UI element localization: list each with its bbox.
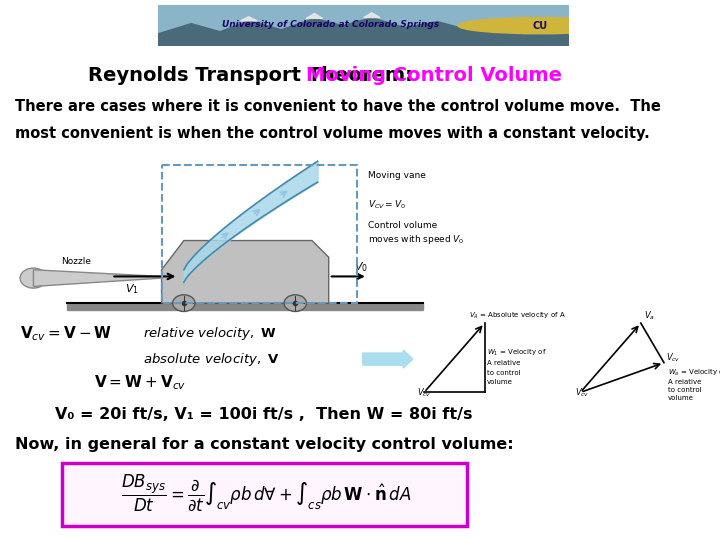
Polygon shape [306, 14, 323, 18]
Text: $W_1$ = Velocity of: $W_1$ = Velocity of [487, 348, 546, 358]
Text: $V_{cv}$: $V_{cv}$ [417, 387, 431, 399]
Polygon shape [364, 12, 380, 17]
Text: There are cases where it is convenient to have the control volume move.  The: There are cases where it is convenient t… [15, 99, 661, 114]
Text: $\mathit{absolute\ velocity,}\ \mathbf{V}$: $\mathit{absolute\ velocity,}\ \mathbf{V… [143, 351, 279, 368]
Text: Now, in general for a constant velocity control volume:: Now, in general for a constant velocity … [15, 437, 513, 451]
Circle shape [20, 268, 47, 288]
Text: $V_1$: $V_1$ [125, 282, 138, 296]
Text: $\dfrac{DB_{sys}}{Dt} = \dfrac{\partial}{\partial t}\int_{cv} \rho b\, d\forall : $\dfrac{DB_{sys}}{Dt} = \dfrac{\partial}… [121, 472, 412, 513]
FancyArrow shape [363, 350, 413, 368]
Text: CU: CU [533, 21, 548, 31]
Text: A relative: A relative [487, 360, 520, 366]
Polygon shape [240, 17, 257, 21]
Text: $V_{cv}$: $V_{cv}$ [666, 352, 680, 364]
Polygon shape [33, 270, 161, 286]
Text: Reynolds Transport Theorem:: Reynolds Transport Theorem: [88, 66, 420, 85]
Text: Moving vane: Moving vane [368, 171, 426, 180]
Text: Control volume: Control volume [368, 221, 437, 230]
Text: Reynolds Transport Theorem: Moving Control Volume: Reynolds Transport Theorem: Moving Contr… [360, 81, 398, 82]
Circle shape [458, 17, 622, 33]
Circle shape [284, 295, 307, 312]
Text: Nozzle: Nozzle [60, 257, 91, 266]
Text: $V_A$ = Absolute velocity of A: $V_A$ = Absolute velocity of A [469, 311, 566, 321]
Text: volume: volume [487, 380, 513, 386]
Polygon shape [161, 240, 329, 303]
Text: A relative: A relative [668, 380, 701, 386]
Text: $V_a$: $V_a$ [644, 309, 654, 322]
FancyBboxPatch shape [62, 463, 467, 526]
Text: volume: volume [668, 395, 694, 401]
Circle shape [173, 295, 195, 312]
Text: $V_0$: $V_0$ [354, 261, 369, 274]
Text: $V_{cv}$: $V_{cv}$ [575, 387, 590, 399]
Text: most convenient is when the control volume moves with a constant velocity.: most convenient is when the control volu… [15, 126, 649, 141]
Text: to control: to control [487, 369, 521, 376]
Text: moves with speed $V_0$: moves with speed $V_0$ [368, 233, 464, 246]
Text: University of Colorado at Colorado Springs: University of Colorado at Colorado Sprin… [222, 21, 439, 29]
Text: $\mathbf{V}_{cv} = \mathbf{V} - \mathbf{W}$: $\mathbf{V}_{cv} = \mathbf{V} - \mathbf{… [19, 324, 112, 343]
Text: $\mathit{relative\ velocity,}\ \mathbf{W}$: $\mathit{relative\ velocity,}\ \mathbf{W… [143, 325, 276, 342]
Text: $V_{CV} = V_0$: $V_{CV} = V_0$ [368, 198, 405, 211]
Text: $\mathbf{V} = \mathbf{W} + \mathbf{V}_{cv}$: $\mathbf{V} = \mathbf{W} + \mathbf{V}_{c… [94, 373, 186, 392]
Bar [67, 303, 423, 310]
Text: to control: to control [668, 387, 702, 394]
Polygon shape [158, 17, 569, 46]
Text: $W_a$ = Velocity of: $W_a$ = Velocity of [668, 368, 720, 378]
Text: V₀ = 20i ft/s, V₁ = 100i ft/s ,  Then W = 80i ft/s: V₀ = 20i ft/s, V₁ = 100i ft/s , Then W =… [55, 407, 472, 422]
Text: Moving Control Volume: Moving Control Volume [307, 66, 562, 85]
